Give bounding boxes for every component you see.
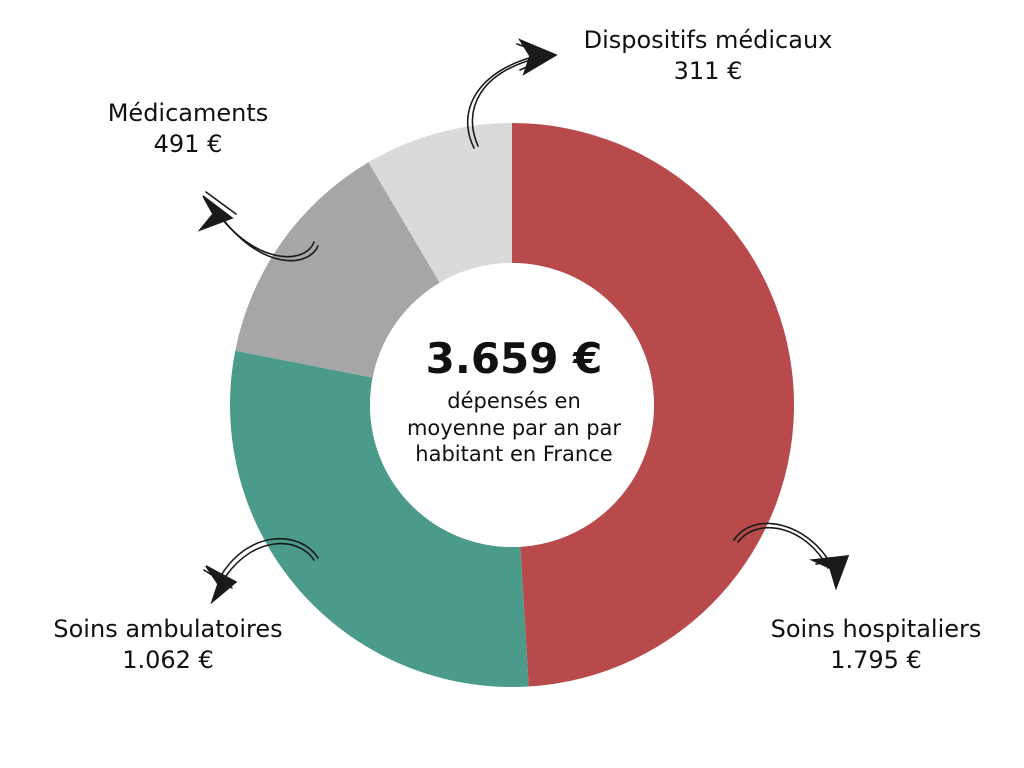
arrow-hospitaliers bbox=[733, 522, 850, 591]
slice-name: Médicaments bbox=[107, 99, 269, 127]
slice-label-medicaments: Médicaments 491 € bbox=[72, 98, 304, 160]
arrows bbox=[197, 38, 850, 605]
slice-value: 1.062 € bbox=[122, 646, 214, 675]
arrow-ambulatoires bbox=[203, 537, 319, 605]
slice-value: 1.795 € bbox=[830, 646, 922, 675]
slice-label-dispositifs: Dispositifs médicaux 311 € bbox=[560, 25, 856, 87]
total-value: 3.659 € bbox=[425, 334, 603, 383]
slice-value: 491 € bbox=[153, 130, 223, 159]
arrow-dispositifs bbox=[466, 38, 558, 149]
donut-center-text: 3.659 € dépensés en moyenne par an par h… bbox=[372, 334, 656, 467]
slice-label-ambulatoires: Soins ambulatoires 1.062 € bbox=[22, 614, 314, 676]
total-caption: dépensés en moyenne par an par habitant … bbox=[406, 389, 622, 466]
slice-name: Dispositifs médicaux bbox=[583, 26, 833, 54]
donut-slices bbox=[230, 123, 794, 687]
donut-hole bbox=[370, 263, 654, 547]
donut-slice-dispositifs-m-dicaux bbox=[368, 123, 512, 283]
donut-slice-soins-ambulatoires bbox=[230, 350, 529, 687]
slice-name: Soins ambulatoires bbox=[53, 615, 283, 643]
arrow-medicaments bbox=[197, 191, 319, 262]
donut-slice-soins-hospitaliers bbox=[512, 123, 794, 687]
slice-name: Soins hospitaliers bbox=[770, 615, 982, 643]
slice-value: 311 € bbox=[673, 57, 743, 86]
donut-slice-m-dicaments bbox=[235, 162, 440, 378]
slice-label-hospitaliers: Soins hospitaliers 1.795 € bbox=[738, 614, 1014, 676]
